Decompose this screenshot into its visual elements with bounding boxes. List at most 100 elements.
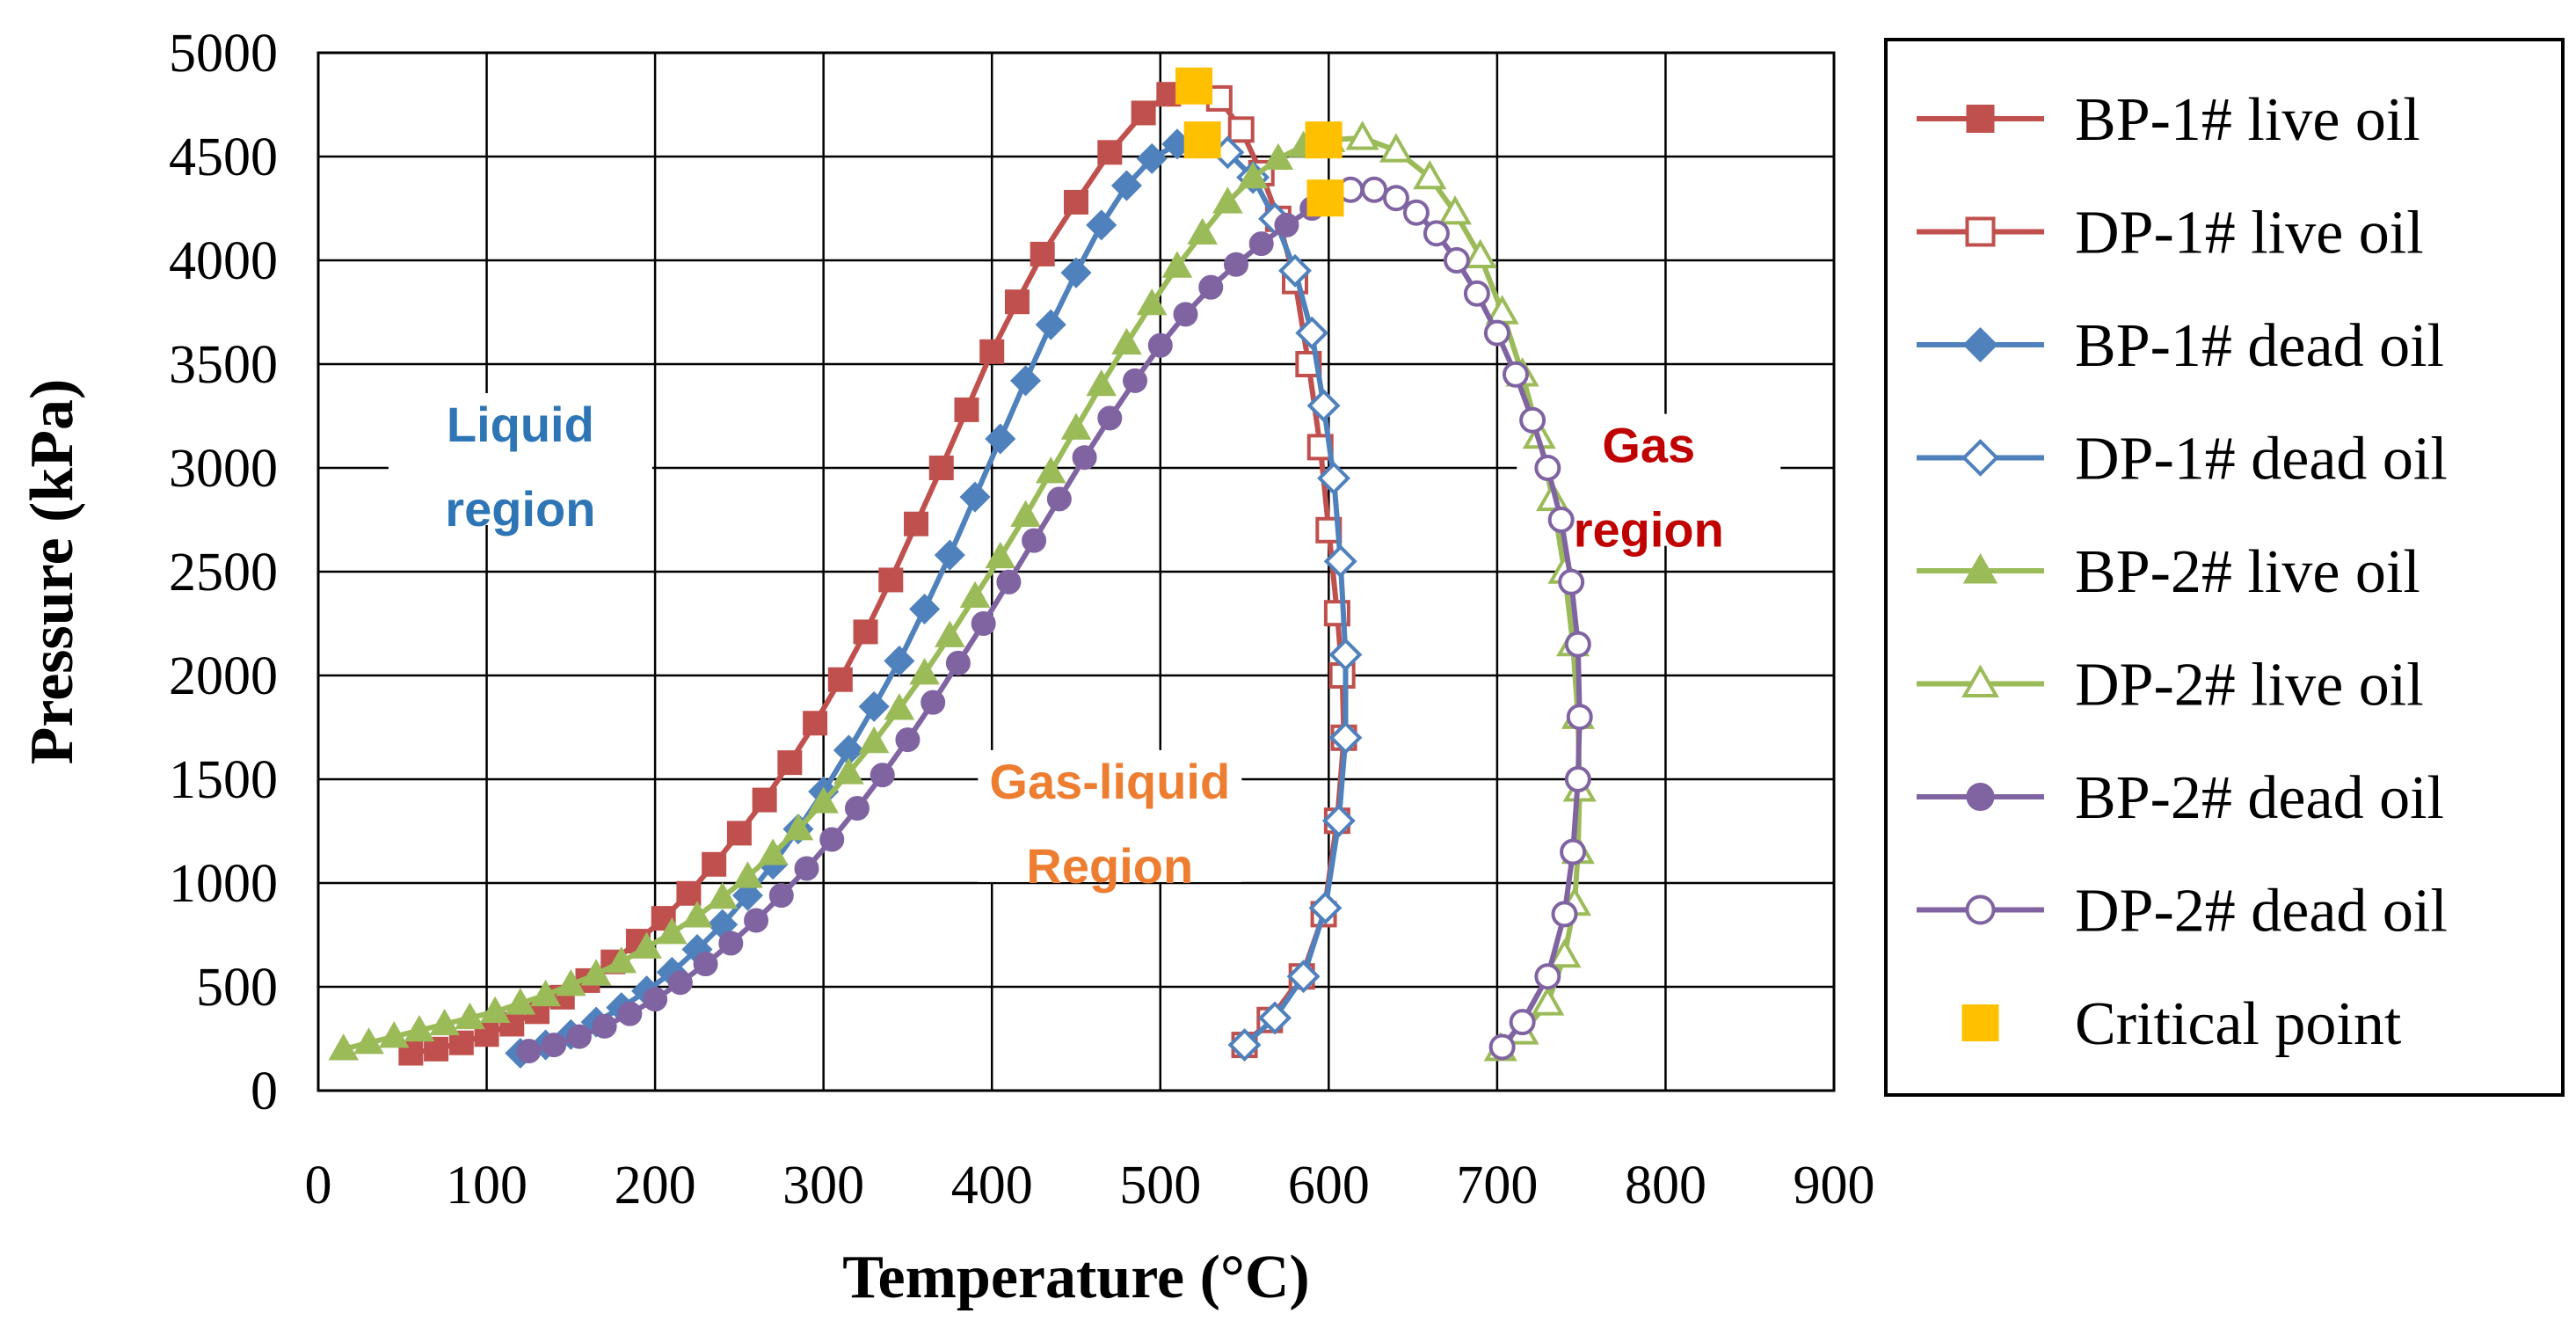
data-point	[996, 569, 1022, 595]
x-tick-label: 100	[446, 1156, 528, 1215]
data-point	[1136, 142, 1168, 174]
data-point	[592, 1013, 617, 1039]
data-point	[707, 881, 739, 909]
data-point	[1306, 389, 1341, 423]
data-point	[744, 908, 769, 933]
data-point	[1136, 288, 1168, 316]
critical-point-marker	[1183, 121, 1221, 159]
legend-swatch-marker	[1965, 894, 1996, 925]
data-point	[556, 969, 586, 996]
legend-label: BP-1# live oil	[2075, 86, 2420, 154]
data-point	[1328, 638, 1363, 672]
data-point	[985, 541, 1016, 569]
data-point	[959, 481, 991, 513]
data-point	[404, 1014, 435, 1042]
data-point	[353, 1027, 384, 1055]
legend-swatch-marker	[1962, 326, 1998, 363]
data-point	[631, 931, 662, 959]
data-point	[1009, 365, 1042, 397]
data-point	[782, 814, 814, 841]
x-axis-title: Temperature (°C)	[842, 1244, 1310, 1311]
data-point	[1547, 507, 1575, 533]
legend-swatch-marker	[1961, 1004, 1999, 1041]
data-point	[1086, 369, 1117, 397]
legend-label: BP-2# live oil	[2075, 538, 2420, 606]
data-point	[1198, 274, 1224, 300]
critical-point-marker	[1305, 121, 1343, 159]
data-point	[1547, 938, 1582, 968]
data-point	[935, 620, 965, 647]
data-point	[1123, 368, 1148, 393]
critical-point-marker	[1306, 179, 1344, 217]
data-point	[455, 1002, 485, 1030]
series-line	[343, 137, 1330, 1052]
data-point	[921, 690, 946, 715]
data-point	[777, 750, 803, 776]
data-point	[884, 693, 915, 720]
data-point	[1173, 302, 1198, 327]
x-tick-label: 500	[1119, 1156, 1201, 1215]
data-point	[1566, 704, 1593, 731]
y-tick-label: 4500	[169, 128, 278, 187]
data-point	[1097, 405, 1123, 431]
data-point	[1519, 406, 1546, 434]
data-point	[909, 658, 940, 685]
data-point	[1035, 456, 1066, 484]
data-point	[1551, 901, 1578, 928]
data-point	[1286, 960, 1321, 994]
legend-item: BP-1# live oil	[1917, 86, 2420, 154]
data-point	[1379, 133, 1414, 163]
data-point	[726, 821, 752, 846]
y-tick-label: 1000	[169, 854, 278, 914]
data-point	[794, 856, 819, 881]
legend: BP-1# live oil DP-1# live oil BP-1# dead o…	[1884, 38, 2565, 1097]
data-point	[732, 861, 763, 888]
data-point	[681, 901, 713, 928]
data-point	[1086, 209, 1117, 241]
data-point	[1187, 217, 1218, 245]
data-point	[1509, 1009, 1536, 1036]
data-point	[693, 952, 718, 977]
y-tick-label: 3500	[169, 335, 278, 395]
legend-item: BP-1# dead oil	[1917, 312, 2444, 380]
region-label-liquid: region	[445, 481, 595, 536]
legend-box	[1884, 38, 2565, 1097]
data-point	[768, 883, 794, 909]
data-point	[979, 339, 1005, 364]
data-point	[566, 1024, 592, 1049]
data-point	[858, 690, 890, 722]
data-point	[808, 786, 839, 814]
data-point	[1463, 238, 1497, 268]
data-point	[676, 880, 702, 906]
data-point	[833, 757, 864, 785]
series-6	[516, 186, 1342, 1064]
data-point	[853, 619, 878, 645]
data-point	[1131, 100, 1156, 126]
data-point	[718, 931, 744, 956]
data-point	[1248, 231, 1274, 257]
x-tick-label: 600	[1288, 1156, 1370, 1215]
data-point	[1295, 316, 1329, 350]
data-point	[1463, 280, 1490, 307]
data-point	[904, 511, 929, 536]
plot-area-border	[317, 51, 1836, 1092]
x-tick-label: 400	[951, 1156, 1033, 1215]
data-point	[479, 996, 511, 1024]
data-point	[651, 906, 676, 931]
data-point	[1382, 185, 1409, 212]
legend-label: BP-1# dead oil	[2075, 312, 2444, 380]
legend-swatch-marker	[1965, 216, 1996, 247]
legend-swatch-marker	[1966, 105, 1995, 133]
data-point	[1558, 568, 1585, 595]
region-label-gas: Gas	[1602, 418, 1695, 473]
data-point	[1534, 455, 1561, 481]
data-point	[971, 611, 996, 636]
data-point	[667, 970, 693, 996]
data-point	[731, 880, 764, 911]
y-tick-label: 2500	[169, 543, 278, 602]
legend-label: BP-2# dead oil	[2075, 764, 2444, 832]
data-point	[1308, 891, 1343, 925]
data-point	[606, 946, 637, 974]
data-point	[909, 593, 941, 625]
data-point	[1560, 838, 1587, 865]
